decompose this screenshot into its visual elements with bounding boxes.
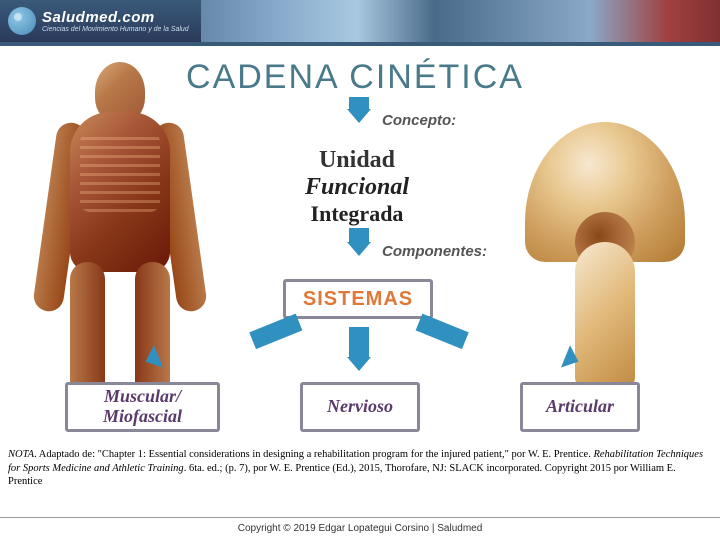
system-text-1: Nervioso: [327, 397, 393, 417]
logo-subtitle: Ciencias del Movimiento Humano y de la S…: [42, 26, 189, 33]
anatomy-body: [50, 62, 190, 432]
anatomy-muscular-figure: [10, 62, 230, 432]
sistemas-box: SISTEMAS: [283, 279, 433, 319]
arrow-unidad-to-componentes: [347, 228, 371, 256]
header-bar: Saludmed.com Ciencias del Movimiento Hum…: [0, 0, 720, 42]
footnote: NOTA. Adaptado de: "Chapter 1: Essential…: [8, 448, 712, 489]
label-concepto: Concepto:: [382, 112, 456, 129]
unidad-line2: Funcional: [272, 174, 442, 201]
anatomy-hip-joint: [500, 102, 710, 382]
arrow-sistemas-down: [347, 327, 371, 371]
arrow-title-to-concepto: [347, 97, 371, 123]
header-banner-images: [201, 0, 720, 42]
unidad-line3: Integrada: [272, 201, 442, 227]
diagram-title: CADENA CINÉTICA: [165, 58, 545, 97]
diagram-main: CADENA CINÉTICA Concepto: Unidad Funcion…: [0, 42, 720, 482]
system-text-2: Articular: [546, 397, 614, 417]
system-box-0: Muscular/Miofascial: [65, 382, 220, 432]
logo-text: Saludmed.com: [42, 9, 189, 26]
system-box-1: Nervioso: [300, 382, 420, 432]
hip-femur: [575, 242, 635, 392]
unidad-funcional-box: Unidad Funcional Integrada: [272, 147, 442, 227]
copyright-text: Copyright © 2019 Edgar Lopategui Corsino…: [0, 523, 720, 534]
copyright-divider: [0, 517, 720, 518]
title-text: CADENA CINÉTICA: [165, 58, 545, 97]
hip-bone: [515, 122, 695, 362]
anatomy-torso: [70, 112, 170, 272]
system-text-0: Muscular/Miofascial: [103, 387, 182, 427]
site-logo: Saludmed.com Ciencias del Movimiento Hum…: [0, 7, 189, 35]
unidad-line1: Unidad: [272, 147, 442, 174]
label-componentes: Componentes:: [382, 243, 487, 260]
logo-text-wrap: Saludmed.com Ciencias del Movimiento Hum…: [42, 9, 189, 33]
system-box-2: Articular: [520, 382, 640, 432]
sistemas-text: SISTEMAS: [303, 288, 413, 311]
footnote-prefix: NOTA: [8, 449, 34, 460]
logo-globe-icon: [8, 7, 36, 35]
footnote-t1: . Adaptado de: "Chapter 1: Essential con…: [34, 449, 593, 460]
